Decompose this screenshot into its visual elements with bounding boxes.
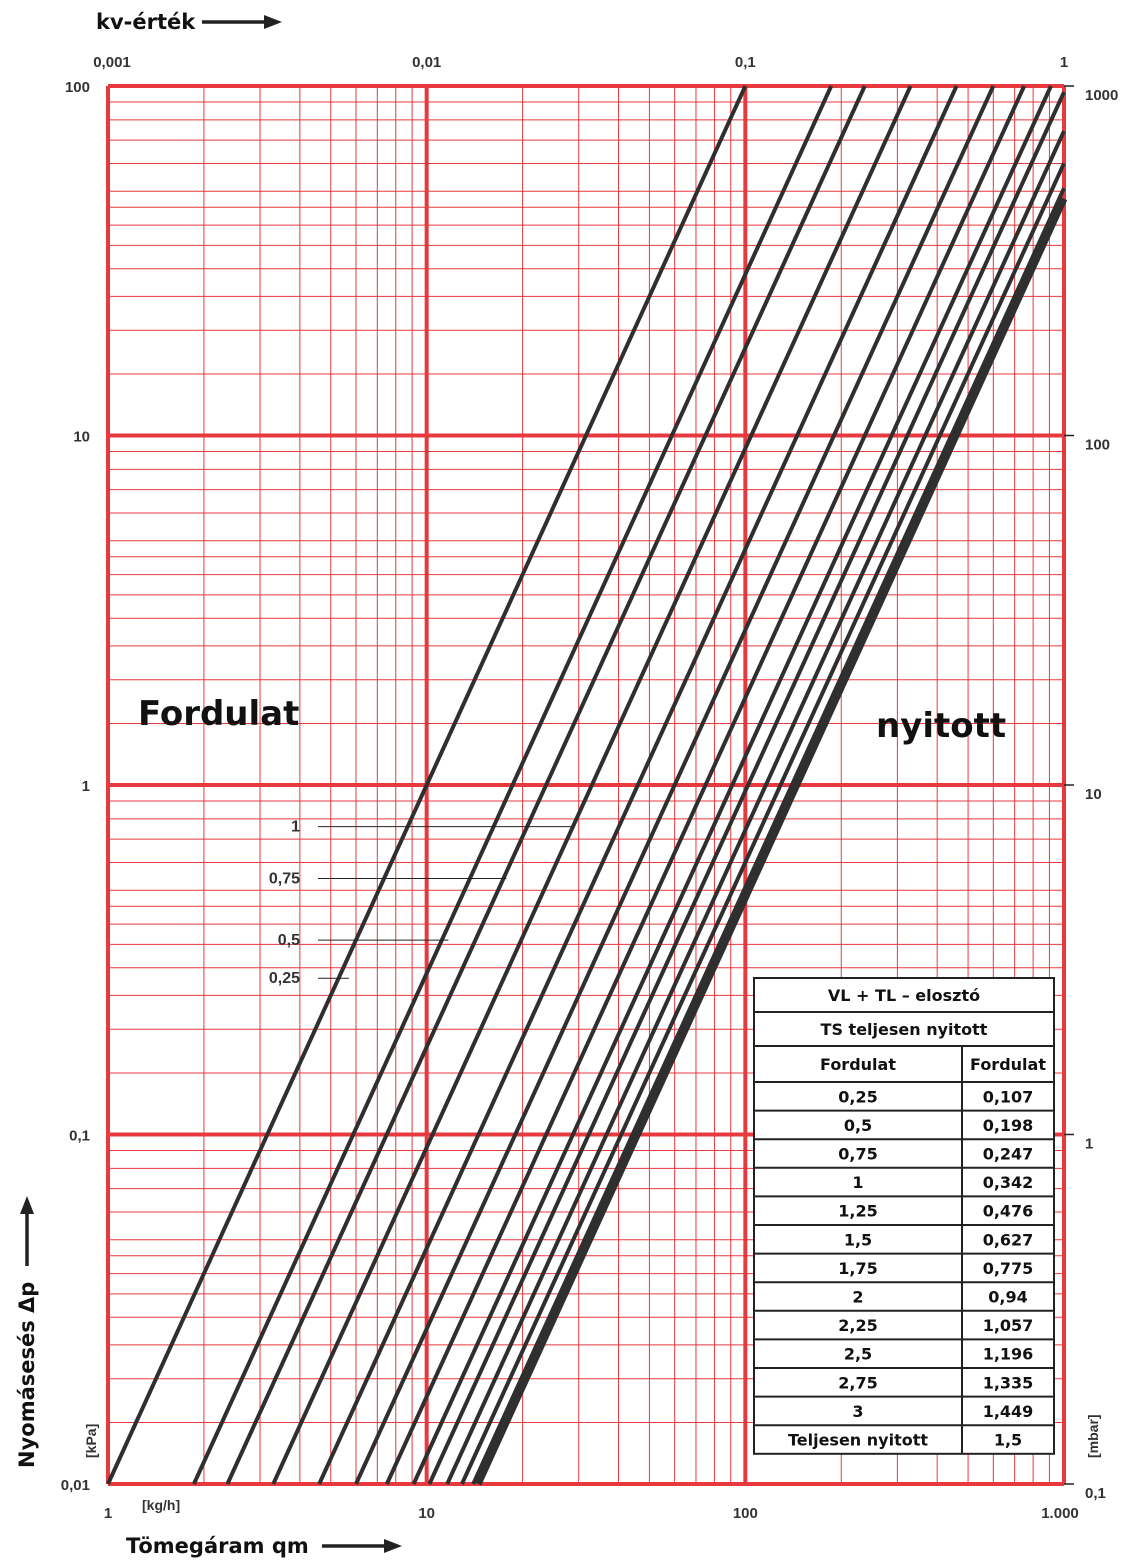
series-line <box>317 85 959 1485</box>
table-cell-value: 0,342 <box>983 1173 1034 1192</box>
y-axis-title: Nyomásesés Δp <box>15 1282 39 1468</box>
table-heading: TS teljesen nyitott <box>821 1020 988 1039</box>
series-line <box>474 197 1068 1486</box>
y2-tick-labels: 0,1 1 10 100 1000 <box>1064 85 1118 1502</box>
x-tick-label: 1 <box>104 1505 112 1522</box>
table-cell-value: 1,335 <box>983 1373 1034 1392</box>
fordulat-label: Fordulat <box>138 694 299 734</box>
table-cell-turns: 1,5 <box>844 1230 872 1249</box>
table-cell-value: Fordulat <box>970 1055 1046 1074</box>
y-axis-arrow <box>20 1196 34 1266</box>
table-cell-turns: 1,25 <box>838 1202 877 1221</box>
y2-tick-label: 0,1 <box>1085 1485 1106 1502</box>
table-cell-turns: 2,25 <box>838 1316 877 1335</box>
table-heading: VL + TL – elosztó <box>828 986 980 1005</box>
table-cell-value: 0,476 <box>983 1202 1034 1221</box>
y2-tick-label: 1000 <box>1085 87 1118 104</box>
series-line <box>471 187 1066 1485</box>
y-tick-label: 10 <box>73 429 90 446</box>
x-tick-labels: 1 10 100 1.000 <box>104 1505 1079 1522</box>
series-line <box>354 85 996 1485</box>
table-cell-turns: 3 <box>852 1402 863 1421</box>
table-cell-value: 0,94 <box>988 1288 1027 1307</box>
series-line <box>411 85 1053 1485</box>
series-line <box>271 85 913 1485</box>
table-cell-value: 0,107 <box>983 1087 1034 1106</box>
turn-label: 0,5 <box>278 932 300 949</box>
x2-tick-label: 1 <box>1060 54 1068 71</box>
y-tick-labels: 0,01 0,1 1 10 100 <box>61 79 90 1494</box>
x2-tick-labels: 0,001 0,01 0,1 1 <box>93 54 1068 71</box>
y2-tick-label: 100 <box>1085 437 1110 454</box>
y-axis-unit: [kPa] <box>83 1424 99 1458</box>
table-cell-turns: 0,5 <box>844 1116 872 1135</box>
x-tick-label: 10 <box>418 1505 435 1522</box>
turn-marks: 1 0,75 0,5 0,25 <box>269 819 572 987</box>
x2-axis-title: kv-érték <box>96 10 196 34</box>
y2-axis-unit: [mbar] <box>1085 1414 1101 1458</box>
table-cell-turns: 2 <box>852 1288 863 1307</box>
table-cell-value: 1,196 <box>983 1345 1034 1364</box>
table-cell-turns: 1 <box>852 1173 863 1192</box>
x-tick-label: 100 <box>733 1505 758 1522</box>
series-line <box>106 85 748 1485</box>
x-tick-label: 1.000 <box>1041 1505 1079 1522</box>
nyitott-label: nyitott <box>876 706 1006 746</box>
series-line <box>445 130 1066 1485</box>
table-frame <box>753 977 1055 1455</box>
table-cell-turns: 1,75 <box>838 1259 877 1278</box>
table-cell-turns: Fordulat <box>820 1055 896 1074</box>
x2-axis-arrow <box>202 15 282 29</box>
y-tick-label: 1 <box>82 778 90 795</box>
turn-label: 0,75 <box>269 871 300 888</box>
series-group <box>106 85 1068 1486</box>
y-tick-label: 0,01 <box>61 1477 90 1494</box>
table-cell-value: 1,057 <box>983 1316 1034 1335</box>
table-cell-value: 1,5 <box>994 1431 1022 1450</box>
y-tick-label: 100 <box>65 79 90 96</box>
turns-table: VL + TL – elosztó TS teljesen nyitott Ford… <box>753 977 1055 1455</box>
series-line <box>225 85 867 1485</box>
table-cell-turns: Teljesen nyitott <box>788 1431 928 1450</box>
x-axis-arrow <box>322 1539 402 1553</box>
table-cell-turns: 0,75 <box>838 1145 877 1164</box>
table-cell-value: 0,247 <box>983 1145 1034 1164</box>
series-line <box>427 91 1066 1485</box>
table-cell-turns: 2,75 <box>838 1373 877 1392</box>
x2-tick-label: 0,1 <box>735 54 756 71</box>
series-line <box>460 162 1066 1485</box>
series-line <box>192 85 834 1485</box>
table-cell-value: 0,627 <box>983 1230 1034 1249</box>
turn-label: 0,25 <box>269 970 300 987</box>
table-cell-turns: 0,25 <box>838 1087 877 1106</box>
series-line <box>385 85 1027 1485</box>
turn-label: 1 <box>291 819 300 836</box>
x-axis-title: Tömegáram qm <box>126 1534 309 1558</box>
table-cell-turns: 2,5 <box>844 1345 872 1364</box>
table-cell-value: 0,775 <box>983 1259 1034 1278</box>
table-cell-value: 0,198 <box>983 1116 1034 1135</box>
x2-tick-label: 0,001 <box>93 54 131 71</box>
x2-tick-label: 0,01 <box>412 54 441 71</box>
y2-tick-label: 10 <box>1085 786 1102 803</box>
x-axis-unit: [kg/h] <box>142 1497 180 1513</box>
y-tick-label: 0,1 <box>69 1128 90 1145</box>
y2-tick-label: 1 <box>1085 1136 1093 1153</box>
table-cell-value: 1,449 <box>983 1402 1034 1421</box>
